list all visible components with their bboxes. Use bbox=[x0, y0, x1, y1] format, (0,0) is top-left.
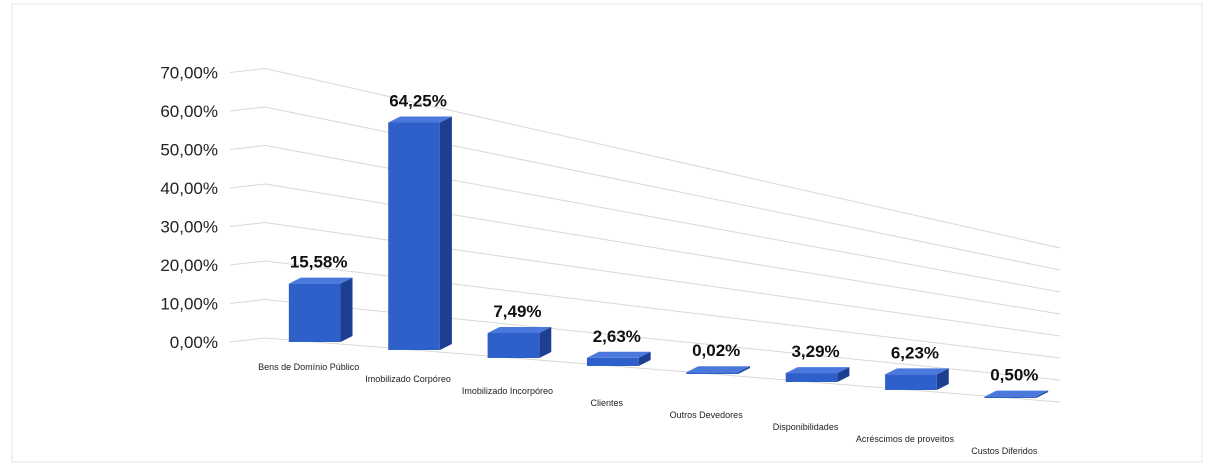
bar-side bbox=[439, 116, 452, 350]
x-tick-label: Custos Diferidos bbox=[971, 446, 1038, 456]
bar-top bbox=[586, 351, 651, 358]
data-label: 0,50% bbox=[990, 366, 1038, 385]
x-tick-label: Acréscimos de proveitos bbox=[856, 434, 955, 444]
gridline bbox=[264, 222, 1061, 337]
gridline bbox=[229, 183, 266, 189]
bar-top bbox=[388, 116, 452, 123]
x-tick-label: Imobilizado Corpóreo bbox=[365, 374, 451, 384]
bar bbox=[885, 374, 937, 390]
y-tick-label: 20,00% bbox=[160, 256, 218, 275]
bar bbox=[388, 122, 440, 350]
bar-side bbox=[738, 366, 751, 374]
gridline bbox=[264, 183, 1061, 315]
bar-side bbox=[936, 368, 949, 390]
bar bbox=[288, 283, 341, 342]
data-label: 6,23% bbox=[891, 343, 939, 362]
gridline bbox=[229, 145, 266, 150]
y-axis: 0,00% 10,00% 20,00% 30,00% 40,00% 50,00% 60,00… bbox=[160, 64, 218, 353]
y-tick-label: 10,00% bbox=[160, 295, 218, 314]
bar bbox=[586, 357, 639, 366]
bar-top bbox=[686, 366, 751, 373]
x-tick-label: Imobilizado Incorpóreo bbox=[462, 386, 553, 396]
bar-side bbox=[340, 277, 353, 342]
gridline bbox=[229, 260, 266, 266]
bar-top bbox=[785, 367, 850, 374]
gridline bbox=[229, 337, 266, 343]
gridline bbox=[264, 260, 1061, 359]
y-tick-label: 70,00% bbox=[160, 64, 218, 83]
gridline bbox=[264, 68, 1061, 249]
bar-top bbox=[984, 390, 1049, 397]
data-label: 3,29% bbox=[791, 342, 839, 361]
gridline bbox=[264, 299, 1061, 381]
x-tick-label: Outros Devedores bbox=[670, 410, 744, 420]
y-tick-label: 50,00% bbox=[160, 141, 218, 160]
bars bbox=[288, 116, 1049, 398]
data-label: 2,63% bbox=[593, 327, 641, 346]
x-tick-label: Bens de Domínio Público bbox=[258, 362, 359, 372]
y-tick-label: 30,00% bbox=[160, 218, 218, 237]
bar-top bbox=[885, 368, 949, 375]
gridline bbox=[229, 106, 266, 112]
bar-top bbox=[487, 327, 552, 334]
y-tick-label: 60,00% bbox=[160, 102, 218, 121]
y-tick-label: 40,00% bbox=[160, 179, 218, 198]
bar bbox=[984, 396, 1037, 398]
gridline bbox=[229, 222, 266, 227]
bar-side bbox=[837, 367, 850, 382]
gridline bbox=[229, 299, 266, 304]
data-label: 7,49% bbox=[493, 302, 541, 321]
y-tick-label: 0,00% bbox=[170, 333, 218, 352]
bar-side bbox=[1036, 390, 1049, 398]
bar-top bbox=[288, 277, 353, 284]
bar-side bbox=[539, 327, 552, 358]
bar bbox=[785, 373, 838, 382]
x-tick-label: Disponibilidades bbox=[773, 422, 839, 432]
data-label: 64,25% bbox=[389, 92, 447, 111]
x-tick-label: Clientes bbox=[591, 398, 624, 408]
data-label: 0,02% bbox=[692, 341, 740, 360]
bar-side bbox=[638, 351, 651, 366]
gridline bbox=[264, 145, 1061, 293]
data-labels: 15,58% 64,25% 7,49% 2,63% 0,02% 3,29% 6,23% 0,5… bbox=[290, 92, 1039, 385]
gridline bbox=[229, 68, 266, 73]
gridline bbox=[264, 106, 1061, 271]
x-axis: Bens de Domínio Público Imobilizado Corpó… bbox=[258, 362, 1038, 456]
chart-frame bbox=[11, 3, 1203, 463]
bar bbox=[487, 333, 540, 358]
bar bbox=[686, 372, 739, 374]
data-label: 15,58% bbox=[290, 253, 348, 272]
